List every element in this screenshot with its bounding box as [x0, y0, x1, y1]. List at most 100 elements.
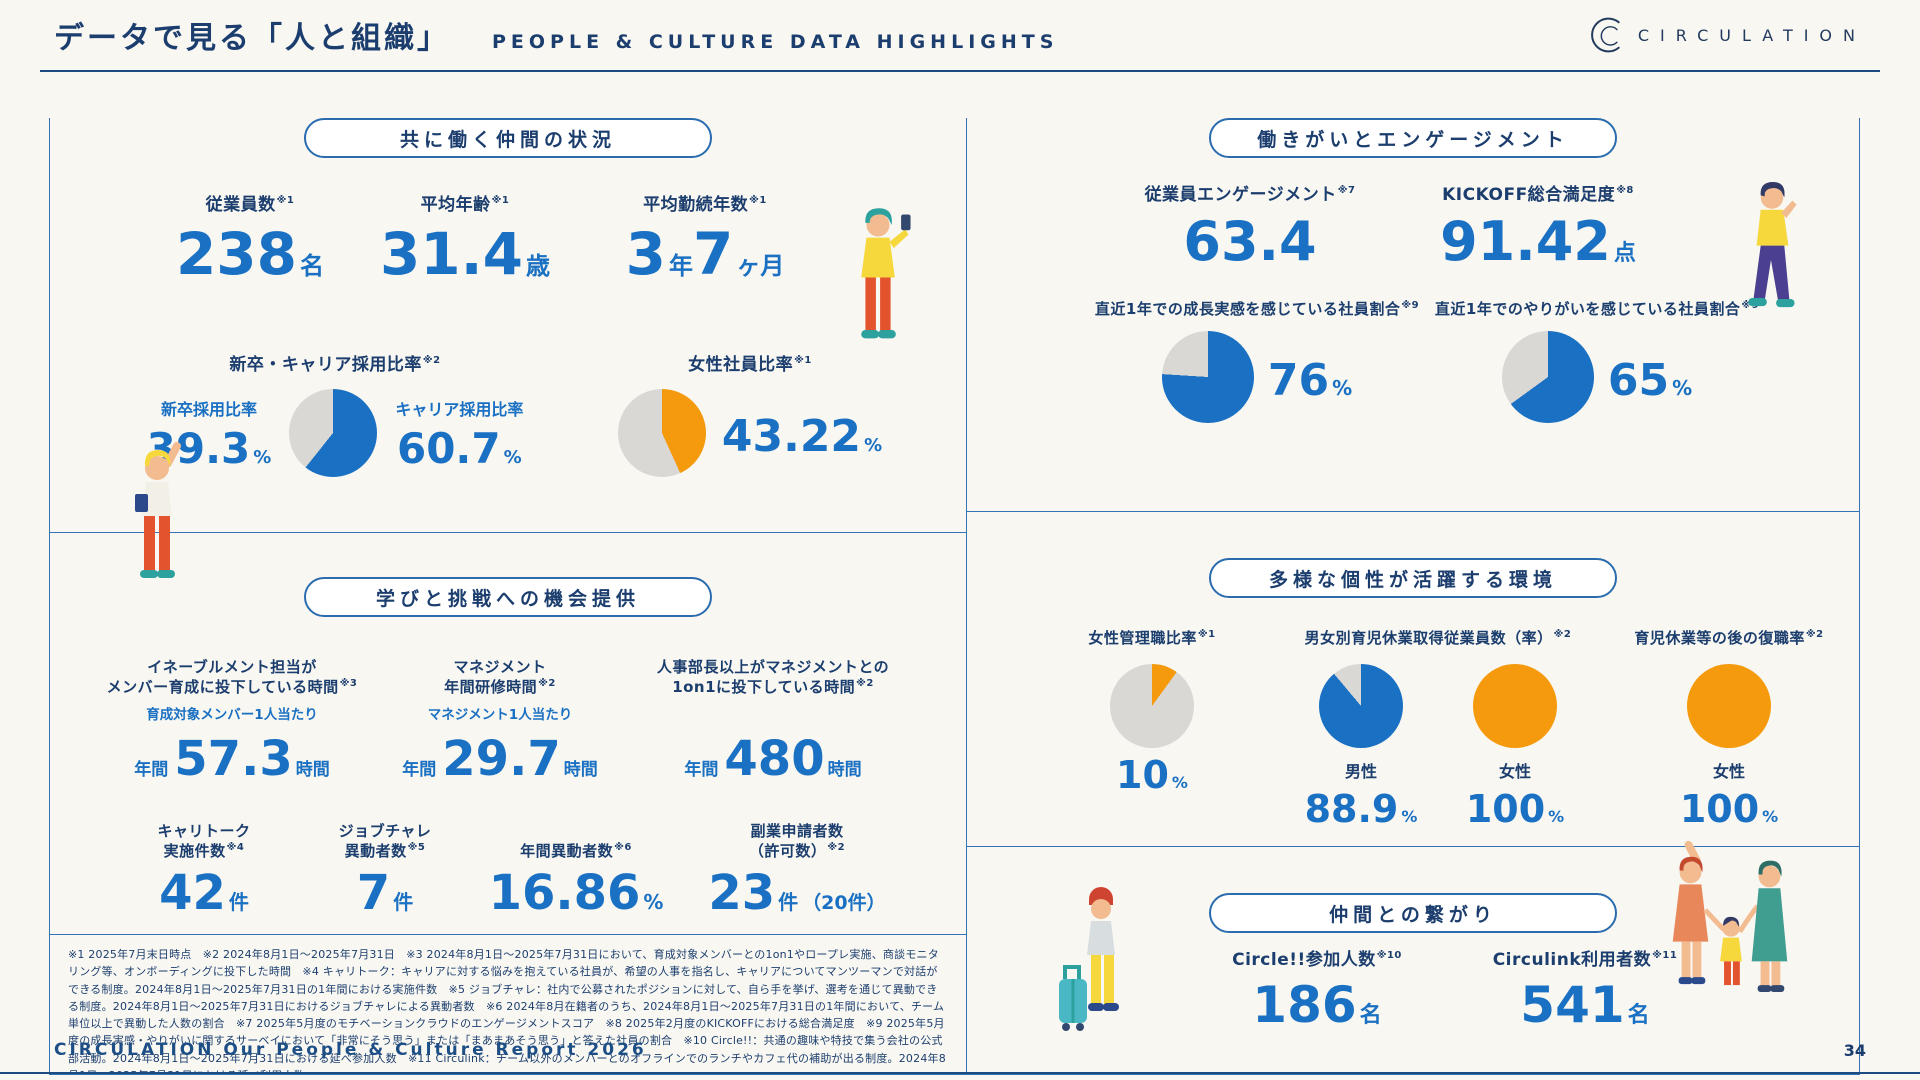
pie-return-rate [1687, 664, 1771, 749]
stat-unit: 時間 [295, 760, 330, 780]
stat-label: 平均年齢※1 [365, 194, 565, 217]
engagement-pie-row: 直近1年での成長実感を感じている社員割合※9 76% 直近1年でのやりがいを感じ… [967, 299, 1859, 424]
section-badge-engagement: 働きがいとエンゲージメント [1209, 118, 1617, 158]
stat-label-line: 人事部長以上がマネジメントとの [656, 657, 890, 676]
page-subtitle: PEOPLE & CULTURE DATA HIGHLIGHTS [492, 31, 1059, 53]
note-ref: ※1 [491, 195, 510, 207]
stat-growth-feeling: 直近1年での成長実感を感じている社員割合※9 76% [1087, 299, 1427, 424]
stat-value: 186 名 [1172, 980, 1462, 1030]
page-number: 34 [1843, 1040, 1866, 1060]
note-ref: ※1 [749, 195, 767, 207]
stat-value: 238 名 [155, 225, 345, 283]
engagement-stats-row: 従業員エンゲージメント※7 63.4 KICKOFF総合満足度※8 91.42 点 [967, 184, 1859, 269]
stat-number: 3 [625, 219, 666, 288]
stat-label-text: 実施件数 [163, 841, 226, 860]
return-rate-item: 女性 100% [1664, 648, 1794, 828]
stat-label-text: Circle!!参加人数 [1232, 950, 1376, 970]
note-ref: ※2 [827, 841, 846, 853]
stat-label: 平均勤続年数※1 [585, 194, 825, 217]
note-ref: ※2 [1553, 629, 1572, 640]
stat-label-line: 実施件数※4 [114, 841, 294, 861]
value-prefix: 年間 [134, 760, 169, 780]
stat-unit: 名 [1627, 1002, 1650, 1028]
stat-label-text: KICKOFF総合満足度 [1442, 185, 1616, 205]
stat-label-line: 1on1に投下している時間※2 [628, 677, 918, 697]
stat-value: 76% [1268, 359, 1352, 403]
stat-label: 育児休業等の後の復職率※2 [1604, 628, 1854, 648]
stat-value: 年間 29.7 時間 [380, 735, 620, 783]
stat-number: 7 [693, 219, 734, 288]
stat-unit: 件 [228, 890, 249, 914]
female-manager-pie-item: 10% [1087, 648, 1217, 794]
stat-number: 480 [724, 731, 825, 787]
section-footnotes: ※1 2025年7月末日時点 ※2 2024年8月1日〜2025年7月31日 ※… [49, 934, 967, 1075]
note-ref: ※1 [794, 355, 812, 367]
stat-label-text: 女性社員比率 [688, 355, 794, 375]
per-person-note: 育成対象メンバー1人当たり [146, 707, 318, 723]
note-ref: ※2 [538, 677, 556, 689]
stat-label-text: 1on1に投下している時間 [672, 677, 856, 696]
stat-label-line: （許可数）※2 [692, 841, 902, 861]
stat-label-text: メンバー育成に投下している時間 [106, 677, 339, 696]
stat-label: KICKOFF総合満足度※8 [1393, 184, 1683, 207]
stat-number: 43.22 [721, 410, 862, 462]
stat-label-line: ジョブチャレ [338, 821, 432, 840]
stat-label-line: キャリトーク [157, 821, 251, 840]
stat-unit: 時間 [563, 760, 598, 780]
illustration-person-walking [1748, 182, 1797, 308]
note-ref: ※6 [614, 841, 632, 853]
note-ref: ※1 [276, 195, 295, 207]
section-badge-diversity: 多様な個性が活躍する環境 [1209, 558, 1617, 598]
new-grad-label: 新卒採用比率 [160, 399, 257, 419]
stat-label-text: 従業員エンゲージメント [1144, 185, 1337, 205]
stat-number: 63.4 [1183, 209, 1317, 273]
stat-female-employee-ratio: 女性社員比率※1 43.22% [590, 354, 910, 477]
note-ref: ※2 [856, 677, 874, 689]
stat-label: 女性管理職比率※1 [1032, 628, 1272, 648]
female-manager-pie-group: 10% [1032, 648, 1272, 794]
per-person-note: マネジメント1人当たり [427, 707, 573, 723]
stat-number: 16.86 [488, 865, 641, 921]
stat-number: 100 [1465, 787, 1546, 832]
stat-number: 541 [1520, 975, 1625, 1034]
stat-number: 42 [159, 865, 226, 921]
pie-parental-leave-male [1319, 664, 1403, 749]
stat-value: 88.9% [1296, 790, 1426, 828]
illustration-person-waving [135, 442, 181, 578]
stat-value: 3 年 7 ヶ月 [585, 225, 825, 283]
stat-label: Circle!!参加人数※10 [1172, 949, 1462, 972]
stat-unit: 件 [393, 890, 414, 914]
growth-pie-row: 76% [1087, 331, 1427, 424]
illustration-person-with-phone [861, 208, 911, 339]
note-ref: ※1 [1197, 629, 1216, 640]
section-badge-colleagues: 共に働く仲間の状況 [304, 118, 712, 158]
value-prefix: 年間 [402, 760, 437, 780]
footnotes-text: ※1 2025年7月末日時点 ※2 2024年8月1日〜2025年7月31日 ※… [68, 948, 946, 1074]
note-ref: ※2 [1805, 629, 1824, 640]
stat-label-text: 直近1年でのやりがいを感じている社員割合 [1434, 299, 1741, 318]
note-ref: ※9 [1741, 300, 1759, 311]
stat-number: 76 [1267, 355, 1330, 407]
section-badge-learning: 学びと挑戦への機会提供 [304, 577, 712, 617]
learning-stats-row1: イネーブルメント担当が メンバー育成に投下している時間※3 育成対象メンバー1人… [50, 651, 966, 787]
stat-label-line: 年間研修時間※2 [380, 677, 620, 697]
stat-label-text: 年間異動者数 [520, 841, 614, 860]
stat-number: 91.42 [1440, 209, 1611, 273]
stat-hiring-ratio: 新卒・キャリア採用比率※2 新卒採用比率 39.3% キャリア採用比率 60.7… [105, 354, 565, 477]
stat-label-text: 平均勤続年数 [643, 195, 749, 215]
stat-label-line: 年間異動者数※6 [476, 841, 676, 861]
stat-label-text: 女性管理職比率 [1088, 629, 1197, 647]
stat-unit: 点 [1613, 240, 1636, 266]
page-header: データで見る「人と組織」 PEOPLE & CULTURE DATA HIGHL… [0, 0, 1920, 70]
stat-label: イネーブルメント担当が メンバー育成に投下している時間※3 [92, 651, 372, 697]
stat-value: 100% [1450, 790, 1580, 828]
stat-engagement-score: 従業員エンゲージメント※7 63.4 [1115, 184, 1385, 269]
left-column: 共に働く仲間の状況 従業員数※1 238 名 平均年齢※1 31.4 歳 平均勤続年… [49, 72, 967, 1075]
header-divider [40, 70, 1880, 72]
brand-name: CIRCULATION [1637, 25, 1866, 45]
stat-value: 16.86% [476, 869, 676, 917]
brand-logo: CIRCULATION [1586, 15, 1866, 55]
stat-number: 60.7 [396, 423, 501, 473]
stat-number: 10 [1116, 753, 1169, 798]
